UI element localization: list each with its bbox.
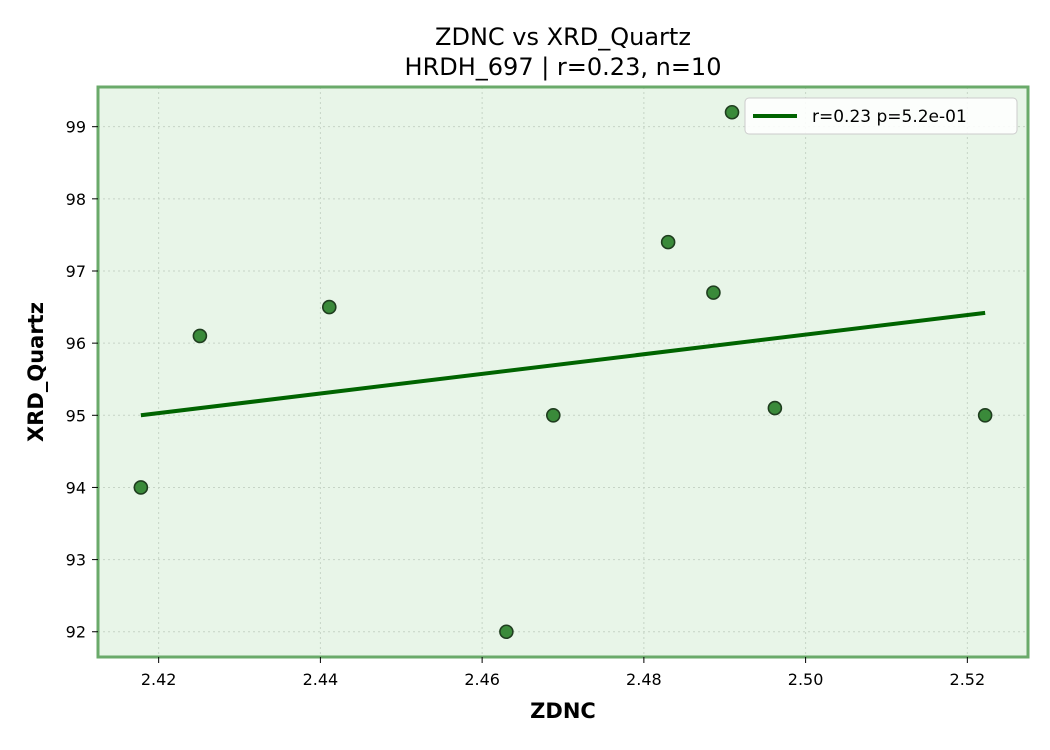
data-point <box>133 480 149 495</box>
y-tick-label: 97 <box>66 262 86 281</box>
y-tick-label: 96 <box>66 334 86 353</box>
x-tick-label: 2.44 <box>303 670 339 689</box>
x-tick-label: 2.42 <box>141 670 177 689</box>
data-point <box>660 234 676 250</box>
data-point <box>192 328 208 344</box>
x-tick-label: 2.50 <box>788 670 824 689</box>
y-axis-label: XRD_Quartz <box>24 302 48 442</box>
y-axis-ticks: 92 93 94 95 96 97 98 99 <box>66 118 98 642</box>
data-point <box>499 624 514 640</box>
data-point <box>545 407 561 423</box>
trend-line <box>140 310 986 418</box>
x-tick-label: 2.46 <box>464 670 500 689</box>
chart-title: ZDNC vs XRD_Quartz <box>435 23 691 51</box>
legend: r=0.23 p=5.2e-01 <box>744 97 1018 135</box>
trend-line-layer <box>140 310 986 418</box>
data-point <box>767 400 783 416</box>
plot-border <box>96 85 1030 659</box>
y-tick-label: 93 <box>66 551 86 570</box>
data-points <box>133 104 993 640</box>
data-point <box>321 299 337 315</box>
x-tick-label: 2.52 <box>950 670 986 689</box>
y-tick-label: 95 <box>66 406 86 425</box>
legend-box <box>744 97 1018 135</box>
legend-label: r=0.23 p=5.2e-01 <box>812 107 967 127</box>
y-tick-label: 99 <box>66 118 86 137</box>
chart-subtitle: HRDH_697 | r=0.23, n=10 <box>405 53 722 81</box>
x-tick-label: 2.48 <box>626 670 662 689</box>
data-point <box>706 285 721 300</box>
data-point <box>724 104 740 120</box>
x-axis-label: ZDNC <box>530 699 596 723</box>
plot-area <box>98 87 1028 657</box>
y-tick-label: 94 <box>66 478 86 497</box>
x-axis-ticks: 2.42 2.44 2.46 2.48 2.50 2.52 <box>141 657 985 689</box>
y-tick-label: 98 <box>66 190 86 209</box>
y-tick-label: 92 <box>66 623 86 642</box>
data-point <box>977 407 993 423</box>
